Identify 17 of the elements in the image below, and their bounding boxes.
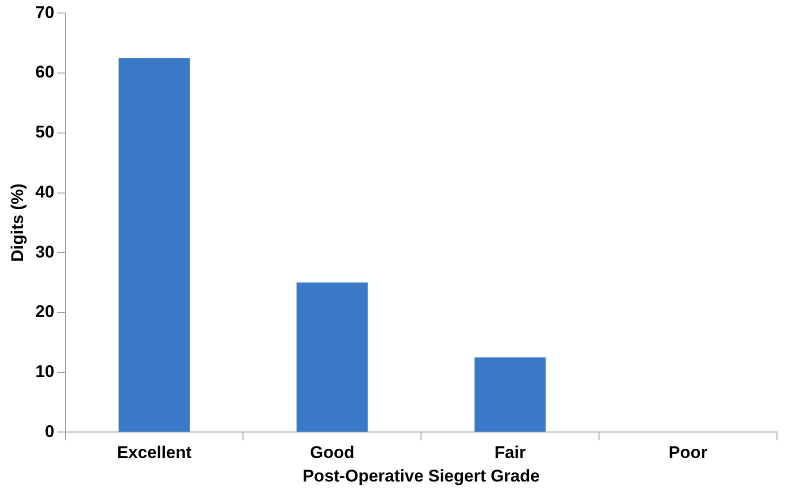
y-tick-label: 0 [44, 422, 54, 441]
y-tick-label: 70 [35, 2, 54, 22]
x-tick-label: Fair [494, 443, 526, 462]
y-tick-label: 40 [35, 182, 54, 202]
y-tick-label: 60 [35, 62, 54, 82]
bar [296, 282, 368, 432]
y-tick-label: 20 [35, 302, 54, 322]
x-axis-title: Post-Operative Siegert Grade [302, 466, 540, 486]
bar [474, 357, 546, 432]
x-tick-label: Poor [668, 443, 708, 462]
bar [118, 58, 190, 432]
x-tick-label: Good [310, 443, 354, 462]
y-tick-label: 30 [35, 242, 54, 262]
y-tick-label: 10 [35, 362, 54, 382]
x-tick-label: Excellent [116, 443, 192, 462]
y-axis-title: Digits (%) [8, 184, 27, 262]
y-tick-label: 50 [35, 122, 54, 142]
